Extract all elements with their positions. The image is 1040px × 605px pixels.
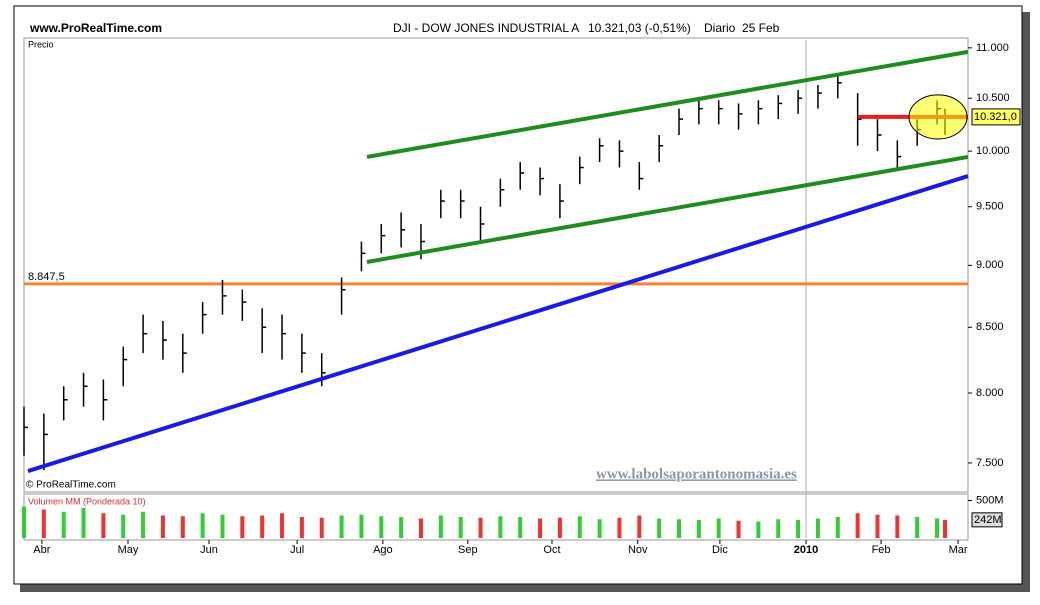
volume-bar — [518, 517, 523, 538]
last-value-box — [971, 108, 1021, 126]
volume-bar — [399, 517, 404, 538]
support-label: 8.847,5 — [28, 271, 65, 283]
x-tick-label: Feb — [872, 544, 891, 556]
x-tick-label: Ago — [373, 544, 393, 556]
y-tick-label: 8.500 — [976, 321, 1004, 333]
volume-panel — [23, 493, 969, 541]
volume-bar — [942, 519, 947, 538]
volume-bar — [160, 515, 165, 538]
volume-bar — [538, 518, 543, 538]
volume-bar — [299, 517, 304, 538]
volume-bar — [756, 521, 761, 538]
volume-bar — [121, 514, 126, 538]
volume-bar — [895, 515, 900, 538]
price-label: Precio — [28, 39, 54, 49]
x-tick-label: Abr — [33, 544, 50, 556]
volume-bar — [220, 514, 225, 538]
volume-bar — [359, 514, 364, 538]
volume-bar — [240, 516, 245, 538]
volume-bar — [597, 519, 602, 538]
volume-bar — [637, 515, 642, 538]
date: 25 Feb — [742, 21, 780, 35]
title: DJI - DOW JONES INDUSTRIAL A — [393, 21, 579, 35]
volume-bar — [815, 518, 820, 538]
x-tick-label: May — [118, 544, 139, 556]
volume-bar — [478, 517, 483, 538]
volume-bar — [339, 515, 344, 538]
volume-bar — [81, 508, 86, 538]
last: 10.321,03 (-0,51%) — [588, 21, 691, 35]
trend-line — [366, 49, 969, 159]
x-tick-label: Oct — [543, 544, 560, 556]
volume-bar — [418, 518, 423, 538]
volume-last-label: 242M — [974, 514, 1002, 526]
y-tick-label: 11.000 — [976, 42, 1009, 54]
volume-label: Volumen MM (Ponderada 10) — [28, 496, 146, 506]
x-tick-label: Sep — [458, 544, 478, 556]
volume-bar — [677, 519, 682, 538]
volume-bar — [776, 519, 781, 538]
volume-bar — [438, 515, 443, 538]
volume-bar — [180, 516, 185, 538]
volume-bar — [22, 506, 26, 538]
volume-bar — [260, 515, 265, 538]
last-value-label: 10.321,0 — [974, 111, 1017, 123]
highlight — [908, 94, 968, 140]
volume-last-box — [971, 512, 1003, 528]
x-tick-label: Jul — [290, 544, 304, 556]
watermark: www.labolsaporantonomasia.es — [596, 466, 797, 482]
volume-bar — [101, 513, 106, 538]
y-tick-label: 9.500 — [976, 201, 1004, 213]
volume-bar — [577, 516, 582, 538]
volume-bar — [935, 518, 940, 538]
volume-bar — [319, 517, 324, 538]
x-tick-label: Nov — [628, 544, 648, 556]
volume-bar — [379, 516, 384, 538]
volume-bar — [280, 513, 285, 538]
volume-bar — [617, 517, 622, 538]
volume-tick-label: 500M — [976, 494, 1004, 506]
volume-bar — [657, 518, 662, 538]
volume-bar — [796, 520, 801, 538]
volume-bar — [557, 517, 562, 538]
volume-bar — [141, 511, 146, 538]
volume-bar — [875, 514, 880, 538]
volume-bar — [41, 509, 46, 538]
y-tick-label: 9.000 — [976, 259, 1004, 271]
y-tick-label: 10.500 — [976, 92, 1010, 104]
site: www.ProRealTime.com — [29, 21, 162, 35]
x-tick-label: Dic — [712, 544, 728, 556]
y-tick-label: 10.000 — [976, 145, 1010, 157]
volume-bar — [458, 517, 463, 538]
copyright: © ProRealTime.com — [26, 480, 116, 491]
volume-bar — [835, 517, 840, 538]
volume-bar — [855, 513, 860, 538]
volume-bar — [498, 516, 503, 538]
price-panel — [23, 37, 969, 493]
volume-bar — [200, 513, 205, 538]
x-tick-label: 2010 — [794, 544, 818, 556]
volume-bar — [736, 520, 741, 538]
trend-line — [366, 154, 969, 264]
volume-bar — [61, 511, 66, 538]
volume-bar — [716, 518, 721, 538]
trend-line — [27, 174, 969, 473]
y-tick-label: 8.000 — [976, 387, 1004, 399]
y-tick-label: 7.500 — [976, 457, 1004, 469]
volume-bar — [915, 517, 920, 538]
period: Diario — [704, 21, 736, 35]
volume-bar — [696, 520, 701, 538]
x-tick-label: Jun — [200, 544, 218, 556]
x-tick-label: Mar — [949, 544, 968, 556]
